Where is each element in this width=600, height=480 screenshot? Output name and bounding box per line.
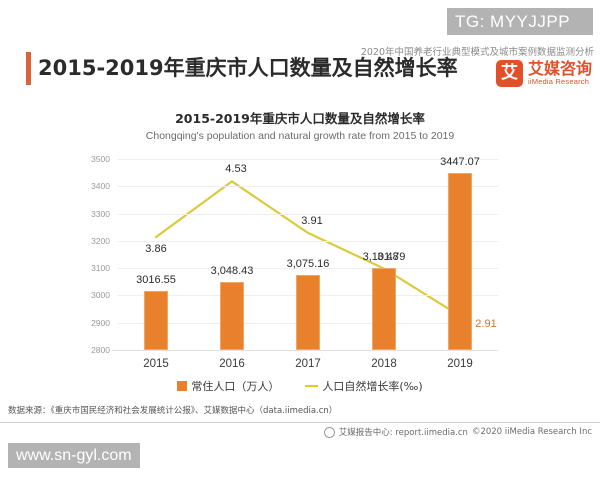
- chart-plot-area: 2800 2900 3000 3100 3200 3300 3400 3500 3016.55…: [0, 104, 600, 400]
- legend-label-growth-rate: 人口自然增长率(‰): [322, 380, 423, 393]
- page-header: 2015-2019年重庆市人口数量及自然增长率 2020年中国养老行业典型模式及…: [0, 44, 600, 100]
- x-axis-tick-label: 2018: [371, 358, 397, 370]
- bar-value-label: 3,101.79: [362, 250, 406, 263]
- gridline: [118, 240, 498, 242]
- chart-legend: 常住人口（万人） 人口自然增长率(‰): [0, 378, 600, 394]
- data-source-note: 数据来源：《重庆市国民经济和社会发展统计公报》、艾媒数据中心（data.iime…: [8, 406, 338, 416]
- chart-title: 2015-2019年重庆市人口数量及自然增长率: [175, 111, 425, 126]
- brand-name-cn: 艾媒咨询: [527, 59, 592, 79]
- bar[interactable]: [296, 274, 320, 350]
- brand-name-en: iiMedia Research: [527, 76, 590, 86]
- brand-mark-icon: 艾: [495, 60, 523, 87]
- x-axis-tick-label: 2016: [219, 358, 245, 370]
- gridline: [118, 159, 498, 160]
- gridline: [118, 213, 498, 215]
- y-axis-tick-label: 2900: [91, 317, 110, 328]
- legend-label-population: 常住人口（万人）: [191, 380, 280, 393]
- footer-logo-icon: [323, 426, 335, 438]
- line-value-label: 2.91: [475, 317, 497, 330]
- line-value-label: 3.48: [377, 250, 399, 263]
- x-axis-tick-label: 2015: [143, 358, 169, 370]
- bar[interactable]: [448, 173, 472, 350]
- bar-value-label: 3016.55: [136, 273, 176, 286]
- line-value-label: 3.86: [145, 243, 167, 256]
- chart-card: 2015-2019年重庆市人口数量及自然增长率 Chongqing's popu…: [0, 104, 600, 400]
- tg-watermark-badge: TG: MYYJJPP: [447, 8, 593, 35]
- brand-logo: 艾 艾媒咨询 iiMedia Research: [495, 59, 592, 87]
- chart-subtitle: Chongqing's population and natural growt…: [145, 130, 455, 142]
- bar[interactable]: [372, 267, 396, 350]
- y-axis-tick-label: 3400: [91, 181, 110, 192]
- bar-value-label: 3,048.43: [210, 265, 254, 278]
- gridline: [118, 268, 498, 270]
- y-axis-tick-label: 3300: [91, 208, 110, 219]
- gridline: [118, 186, 498, 188]
- footer-divider: [0, 422, 600, 423]
- footer-copyright: ©2020 iiMedia Research Inc: [471, 427, 592, 437]
- line-value-label: 4.53: [225, 163, 247, 176]
- bar[interactable]: [144, 290, 168, 350]
- x-axis-tick-label: 2017: [295, 358, 321, 370]
- legend-line-swatch-icon: [305, 385, 319, 387]
- bar-value-label: 3,075.16: [286, 257, 330, 270]
- site-watermark: www.sn-gyl.com: [8, 443, 140, 468]
- legend-item-growth-rate[interactable]: 人口自然增长率(‰): [305, 378, 423, 394]
- line-series-svg: [154, 180, 462, 318]
- y-axis-tick-label: 3000: [91, 290, 110, 301]
- brand-names: 艾媒咨询 iiMedia Research: [527, 59, 592, 86]
- legend-bar-swatch-icon: [177, 381, 188, 391]
- natural-growth-rate-line: [154, 180, 462, 318]
- x-axis-tick-label: 2019: [447, 358, 473, 370]
- page-title: 2015-2019年重庆市人口数量及自然增长率: [38, 56, 458, 80]
- bar[interactable]: [220, 282, 244, 350]
- y-axis-tick-label: 3100: [91, 263, 110, 274]
- y-axis-tick-label: 3500: [91, 154, 110, 164]
- title-accent-bar: [26, 52, 31, 85]
- y-axis-tick-label: 3200: [91, 235, 110, 246]
- legend-item-population[interactable]: 常住人口（万人）: [177, 378, 279, 394]
- footer-report-center: 艾媒报告中心: report.iimedia.cn: [338, 428, 468, 438]
- line-value-label: 3.91: [301, 214, 323, 227]
- bar-value-label: 3447.07: [440, 156, 480, 169]
- footer-meta: 艾媒报告中心: report.iimedia.cn ©2020 iiMedia …: [323, 426, 592, 438]
- y-axis-tick-label: 2800: [91, 345, 110, 355]
- report-subtitle: 2020年中国养老行业典型模式及城市案例数据监测分析: [360, 47, 594, 58]
- x-axis-baseline: [112, 350, 498, 351]
